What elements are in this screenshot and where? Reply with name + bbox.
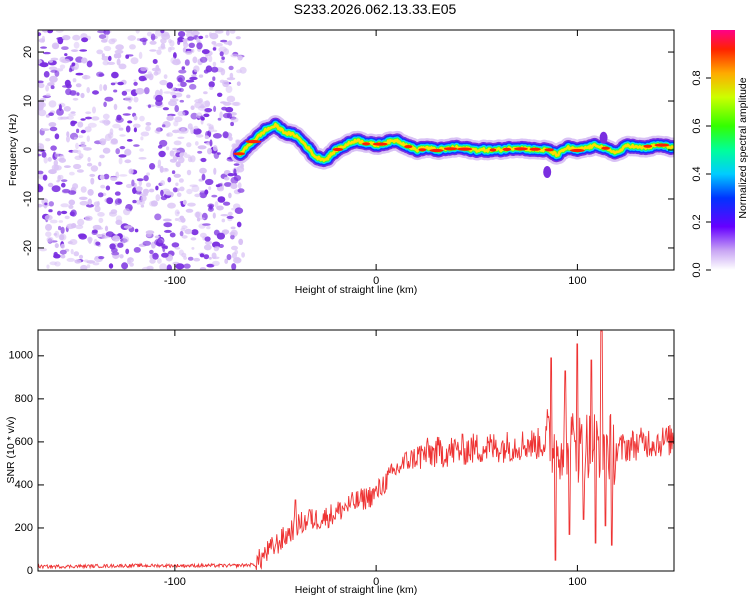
ridge-peak — [443, 147, 458, 151]
snr-y-tick-label: 600 — [15, 436, 33, 448]
ridge-peak — [457, 147, 473, 151]
colorbar: 0.0 0.2 0.4 0.6 0.8 Normalized spectral ampl… — [691, 30, 749, 278]
ridge-peak — [418, 148, 427, 152]
spectrogram-y-tick-label: 0 — [22, 147, 34, 153]
ridge-peak — [372, 142, 388, 146]
snr-y-tick-label: 1000 — [9, 350, 33, 362]
snr-series-line — [38, 330, 674, 570]
snr-panel: -100 0 100 0 200 400 600 800 1000 Height of str… — [5, 329, 675, 596]
snr-x-tick-label: -100 — [164, 576, 186, 588]
signal-ridge — [230, 115, 674, 179]
snr-x-tick-label: 100 — [568, 576, 586, 588]
colorbar-tick-label: 0.4 — [691, 166, 703, 181]
snr-y-label: SNR (10 * v/v) — [5, 416, 17, 483]
spectrogram-y-tick-label: 20 — [22, 46, 34, 58]
ridge-peak — [332, 147, 344, 152]
ridge-peak — [654, 143, 670, 147]
colorbar-tick-label: 0.6 — [691, 118, 703, 133]
ridge-peak — [429, 148, 444, 153]
snr-x-label: Height of straight line (km) — [295, 584, 418, 596]
colorbar-gradient — [711, 30, 735, 270]
spectrogram-x-label: Height of straight line (km) — [295, 284, 418, 296]
snr-frame — [37, 329, 675, 572]
spectrogram-y-tick-label: -10 — [22, 191, 34, 207]
colorbar-tick-label: 0.0 — [691, 262, 703, 277]
ridge-peak — [529, 147, 541, 151]
snr-y-tick-label: 400 — [15, 479, 33, 491]
snr-y-ticks: 0 200 400 600 800 1000 — [9, 350, 674, 577]
snr-x-ticks: -100 0 100 — [164, 330, 587, 588]
noise-region — [38, 30, 247, 270]
colorbar-label: Normalized spectral amplitude — [737, 77, 749, 218]
ridge-peak — [544, 148, 554, 152]
colorbar-tick-label: 0.2 — [691, 214, 703, 229]
snr-y-tick-label: 200 — [15, 522, 33, 534]
ridge-peak — [601, 146, 610, 150]
spectrogram-x-tick-label: 100 — [568, 275, 586, 287]
spectrogram-x-tick-label: 0 — [373, 275, 379, 287]
spectrogram-y-tick-label: -20 — [22, 240, 34, 256]
snr-y-tick-label: 800 — [15, 393, 33, 405]
ridge-peak — [502, 147, 512, 151]
chart-title: S233.2026.062.13.33.E05 — [294, 1, 457, 17]
ridge-peak — [362, 142, 371, 146]
spectrogram-y-tick-label: 10 — [22, 95, 34, 107]
ridge-band-5 — [238, 122, 674, 162]
snr-y-tick-label: 0 — [27, 565, 33, 577]
ridge-peak — [404, 145, 413, 149]
spectrogram-y-ticks: -20 -10 0 10 20 — [22, 46, 674, 256]
snr-x-tick-label: 0 — [373, 576, 379, 588]
spectrogram-x-tick-label: -100 — [164, 275, 186, 287]
ridge-peak — [489, 148, 497, 152]
ridge-blob — [543, 166, 552, 179]
colorbar-ticks: 0.0 0.2 0.4 0.6 0.8 — [691, 70, 711, 278]
ridge-blob — [599, 131, 608, 144]
colorbar-tick-label: 0.8 — [691, 70, 703, 85]
ridge-peak — [570, 148, 585, 153]
ridge-peak — [643, 144, 653, 148]
ridge-peak — [233, 152, 246, 156]
spectrogram-y-label: Frequency (Hz) — [7, 114, 19, 186]
spectrogram-x-ticks: -100 0 100 — [164, 30, 587, 287]
ridge-peak — [245, 140, 262, 144]
ridge-peak — [514, 147, 528, 151]
